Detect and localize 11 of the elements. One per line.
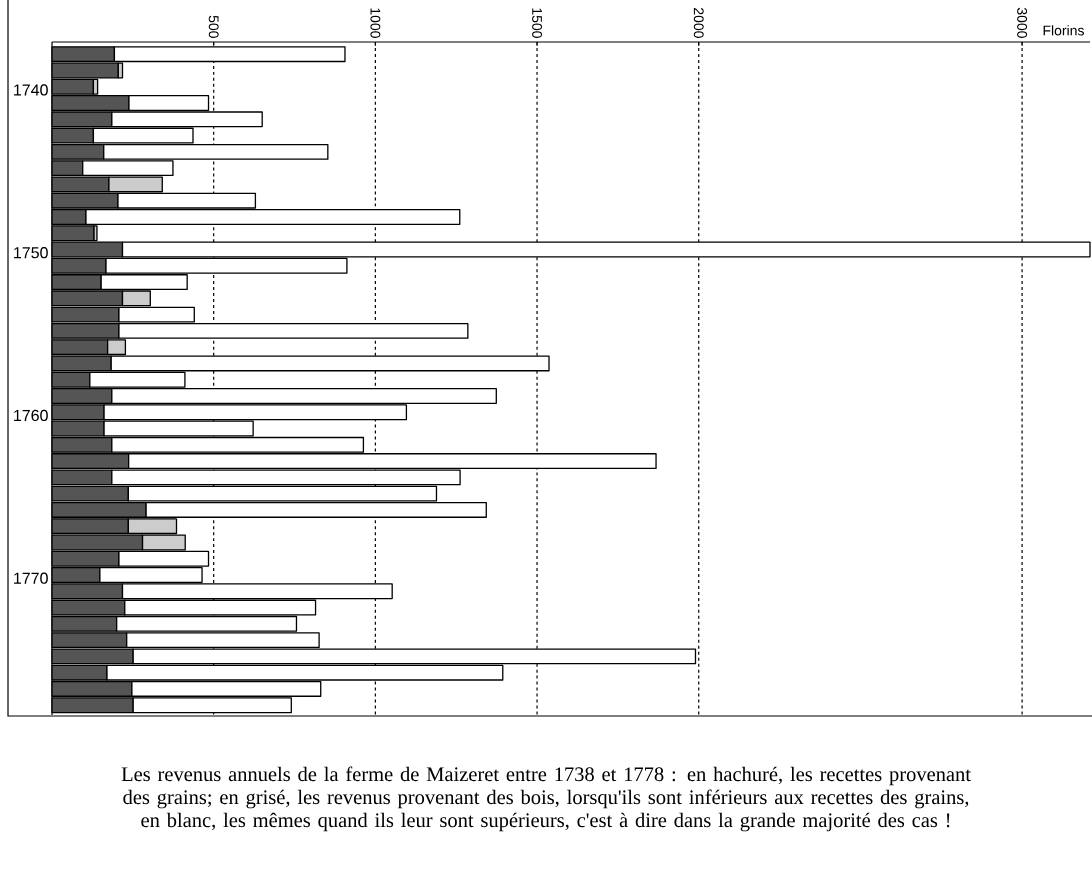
x-tick-label: 3000 <box>1017 7 1028 38</box>
x-tick-label: 1000 <box>370 8 381 38</box>
x-tick-label: 2000 <box>693 8 704 38</box>
x-tick-label: 500 <box>208 15 219 38</box>
y-tick-label: 1760 <box>14 409 48 422</box>
text: Les revenus annuels de la ferme de Maizeret entre 1738 et 1778 : en hachuré, les recettes provenant des grains; en grisé, les revenus provenant des bois, lorsqu'ils sont inférieurs aux recettes des grains, en blanc, les mêmes quand ils leur sont supérieurs, c'est à dire dans la grande majorité des cas ! <box>121 766 971 832</box>
x-tick-label: 1500 <box>532 8 543 38</box>
y-tick-label: 1740 <box>14 84 48 96</box>
x-axis-title: Florins <box>1043 25 1084 36</box>
y-tick-label: 1770 <box>14 572 48 584</box>
y-tick-label: 1750 <box>14 247 48 259</box>
